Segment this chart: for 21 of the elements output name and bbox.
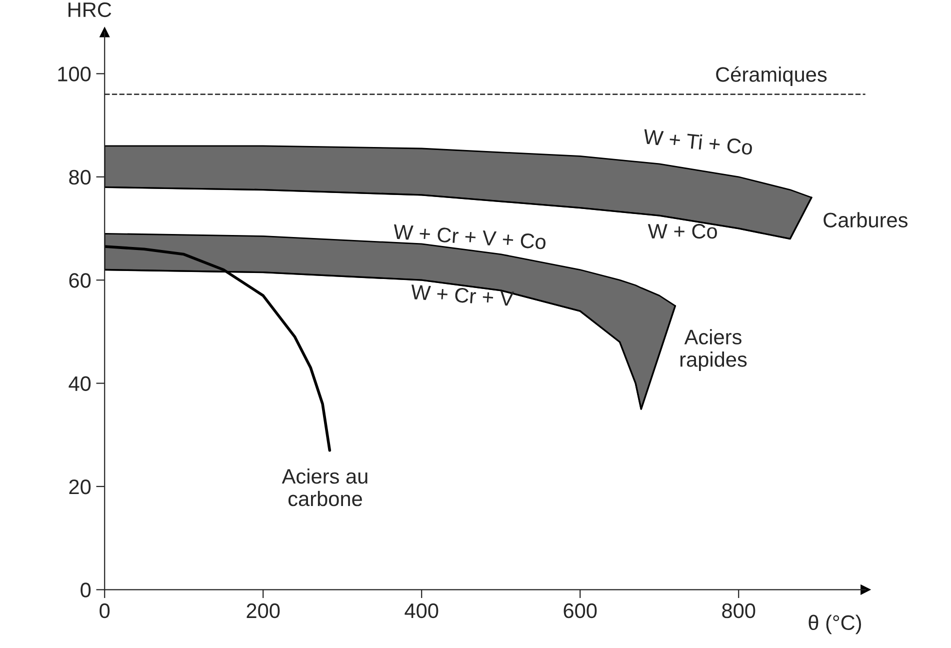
y-tick-label: 40 bbox=[68, 376, 91, 392]
annotation: W + Ti + Co bbox=[642, 128, 753, 156]
x-tick-label: 200 bbox=[246, 603, 280, 618]
annotation: Carbures bbox=[824, 212, 908, 228]
x-tick-label: 400 bbox=[404, 603, 438, 618]
annotation: W + Cr + V bbox=[410, 284, 514, 306]
y-tick-label: 100 bbox=[58, 66, 91, 82]
x-tick-label: 600 bbox=[564, 603, 597, 618]
x-tick-label: 0 bbox=[100, 603, 110, 618]
y-tick-label: 0 bbox=[80, 582, 91, 598]
annotation: Aciers rapides bbox=[680, 329, 747, 371]
x-tick-label: 800 bbox=[722, 603, 756, 618]
x-axis-title: θ (°C) bbox=[808, 614, 861, 634]
annotation: W + Cr + V + Co bbox=[392, 224, 546, 250]
annotation: W + Co bbox=[648, 224, 717, 239]
y-tick-label: 60 bbox=[69, 273, 91, 288]
y-tick-label: 80 bbox=[69, 170, 91, 185]
y-tick-label: 20 bbox=[69, 479, 91, 494]
y-axis-title: HRC bbox=[68, 2, 112, 18]
annotation: Aciers au carbone bbox=[282, 468, 368, 506]
ref-line-label: Céramiques bbox=[716, 66, 827, 86]
